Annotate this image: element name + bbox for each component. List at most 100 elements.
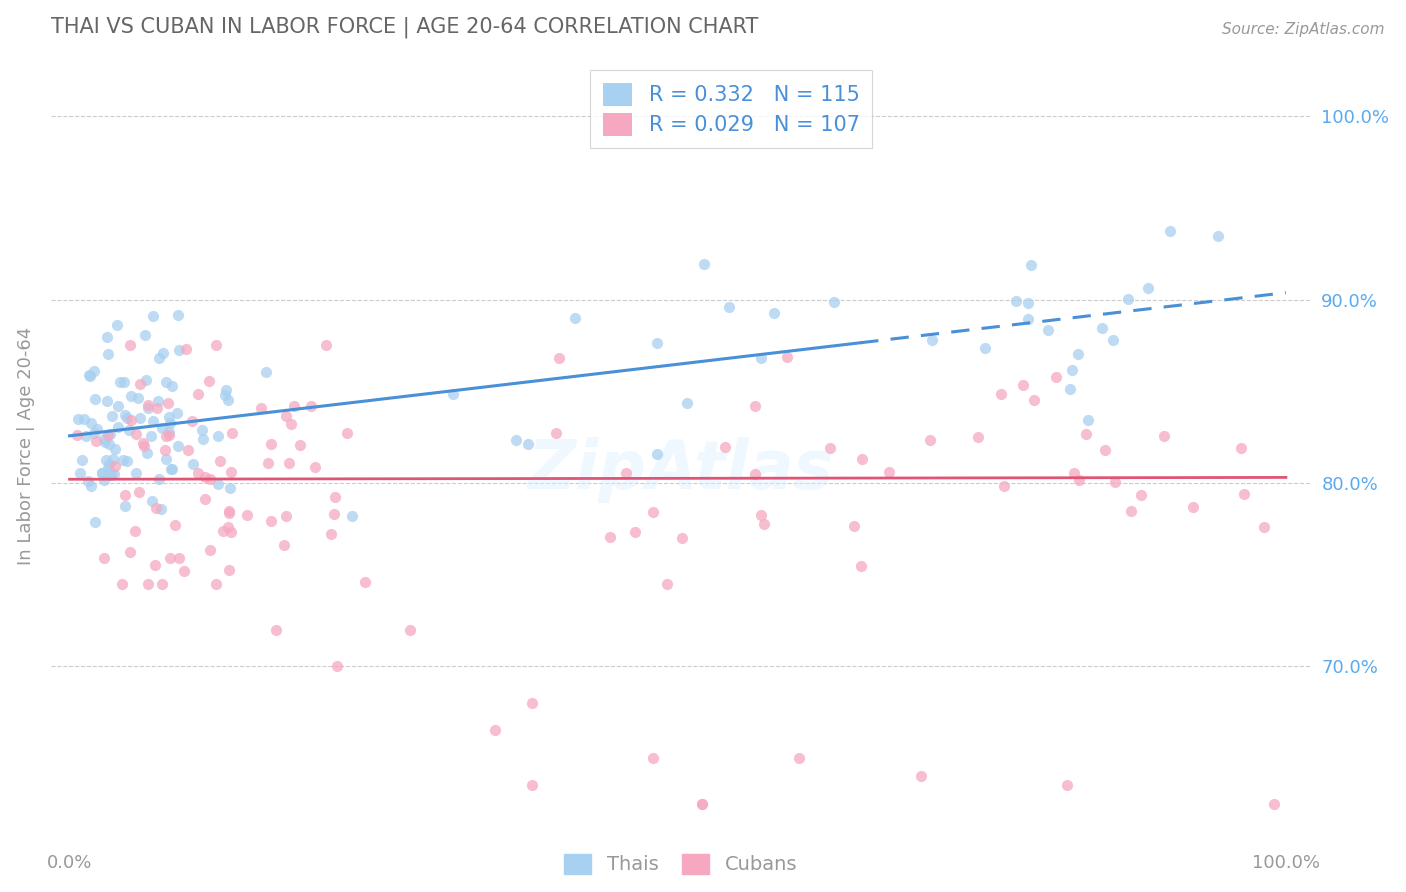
Point [218,481,240,495]
Point [217,520,239,534]
Point [98,437,121,451]
Point [1182,500,1205,514]
Point [136,401,159,415]
Point [546,426,568,441]
Point [96,393,118,408]
Point [153,442,176,457]
Point [198,472,221,486]
Point [690,797,713,811]
Point [1121,504,1143,518]
Point [1056,779,1078,793]
Point [441,387,464,401]
Point [754,516,776,531]
Point [505,433,527,447]
Point [520,779,543,793]
Point [146,401,169,416]
Point [1091,321,1114,335]
Point [399,623,422,637]
Point [115,411,138,425]
Point [1077,413,1099,427]
Point [655,576,678,591]
Point [108,375,131,389]
Point [97,428,120,442]
Point [257,456,280,470]
Point [173,564,195,578]
Point [93,551,115,566]
Point [693,257,716,271]
Point [111,453,134,467]
Point [323,490,346,504]
Point [152,345,174,359]
Point [209,453,232,467]
Point [322,507,344,521]
Point [160,378,183,392]
Point [776,350,799,364]
Point [315,338,337,352]
Point [120,338,142,352]
Point [713,441,735,455]
Text: ZipAtlas: ZipAtlas [527,437,834,503]
Point [97,460,120,475]
Point [104,442,127,456]
Point [142,309,165,323]
Point [167,550,190,565]
Point [103,467,125,482]
Point [221,425,243,440]
Point [83,392,105,406]
Point [1063,467,1085,481]
Point [181,457,204,471]
Point [94,434,117,449]
Point [921,333,943,347]
Point [614,466,637,480]
Point [112,375,135,389]
Point [321,527,343,541]
Point [1104,475,1126,489]
Point [114,409,136,423]
Point [142,413,165,427]
Point [94,453,117,467]
Point [326,659,349,673]
Point [86,422,108,436]
Point [520,696,543,710]
Point [217,392,239,407]
Point [129,377,152,392]
Point [690,797,713,811]
Point [160,462,183,476]
Point [155,451,177,466]
Point [288,438,311,452]
Point [647,336,669,351]
Point [1159,224,1181,238]
Point [76,475,98,489]
Point [276,409,298,423]
Point [86,434,108,448]
Point [278,456,301,470]
Point [111,576,134,591]
Point [80,479,103,493]
Point [1253,520,1275,534]
Point [215,383,238,397]
Point [974,341,997,355]
Point [125,427,148,442]
Point [516,436,538,450]
Point [155,429,177,443]
Point [129,411,152,425]
Point [194,492,217,507]
Point [77,368,100,382]
Point [1074,427,1097,442]
Point [181,415,204,429]
Point [93,473,115,487]
Point [157,427,180,442]
Point [599,530,621,544]
Point [1230,441,1253,455]
Point [624,524,647,539]
Point [107,420,129,434]
Point [115,453,138,467]
Point [789,751,811,765]
Point [136,446,159,460]
Point [1045,369,1067,384]
Point [920,433,942,447]
Point [675,396,697,410]
Point [135,373,157,387]
Point [145,500,167,515]
Point [280,417,302,432]
